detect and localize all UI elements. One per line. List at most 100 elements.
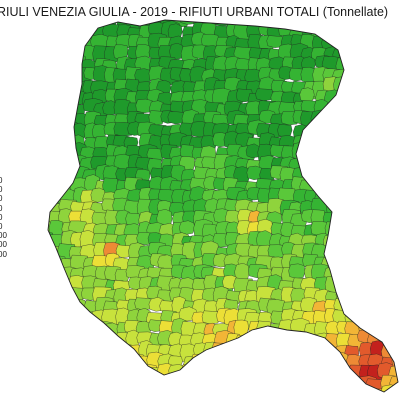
municipality-area [292, 368, 308, 386]
municipality-area [337, 113, 354, 132]
municipality-area [358, 387, 376, 392]
municipality-area [48, 331, 60, 346]
municipality-area [136, 378, 152, 392]
municipality-area [343, 112, 358, 128]
municipality-area [189, 388, 208, 392]
municipality-area [389, 210, 398, 226]
municipality-area [61, 331, 83, 346]
municipality-area [104, 356, 120, 371]
municipality-area [70, 322, 87, 341]
legend-label: 00 [0, 249, 7, 259]
municipality-area [379, 321, 396, 339]
municipality-area [48, 308, 56, 329]
municipality-area [58, 101, 74, 115]
municipality-area [314, 364, 330, 380]
municipality-area [379, 254, 398, 271]
municipality-area [48, 286, 51, 304]
municipality-area [334, 20, 350, 33]
municipality-area [213, 386, 229, 392]
municipality-area [391, 307, 398, 325]
municipality-area [370, 245, 385, 263]
municipality-area [267, 365, 284, 385]
municipality-area [289, 387, 307, 392]
municipality-area [303, 158, 320, 174]
municipality-area [367, 89, 384, 104]
municipality-area [48, 353, 65, 372]
municipality-area [347, 79, 366, 96]
municipality-area [388, 20, 398, 29]
municipality-area [48, 385, 54, 392]
municipality-area [365, 197, 383, 217]
municipality-area [379, 235, 398, 251]
municipality-area [376, 48, 396, 65]
municipality-area [94, 331, 113, 345]
municipality-area [336, 158, 356, 174]
municipality-area [347, 146, 364, 162]
municipality-area [48, 57, 65, 75]
municipality-area [269, 342, 286, 359]
municipality-area [138, 364, 158, 382]
municipality-area [48, 79, 58, 95]
municipality-area [200, 354, 215, 369]
municipality-area [346, 89, 366, 107]
municipality-area [390, 143, 398, 159]
municipality-area [215, 373, 237, 391]
municipality-area [358, 168, 378, 186]
municipality-area [57, 23, 73, 44]
municipality-area [369, 68, 385, 85]
municipality-area [289, 67, 304, 82]
municipality-area [48, 253, 55, 271]
municipality-area [50, 319, 71, 336]
municipality-area [180, 385, 201, 392]
municipality-area [390, 189, 398, 203]
map-title: RIULI VENEZIA GIULIA - 2019 - RIFIUTI UR… [0, 5, 389, 19]
municipality-area [322, 363, 340, 384]
municipality-area [366, 101, 387, 116]
municipality-area [304, 124, 320, 141]
municipality-area [346, 20, 365, 28]
municipality-area [366, 264, 385, 278]
municipality-area [169, 43, 184, 60]
municipality-area [102, 376, 117, 392]
municipality-area [62, 80, 82, 100]
municipality-area [48, 141, 65, 159]
municipality-area [359, 199, 376, 214]
municipality-area [68, 298, 87, 317]
municipality-area [314, 156, 331, 174]
municipality-area [61, 312, 81, 325]
municipality-area [291, 141, 311, 160]
municipality-area [369, 48, 385, 63]
municipality-area [72, 311, 91, 327]
municipality-area [288, 343, 306, 361]
municipality-area [389, 175, 398, 191]
municipality-area [80, 385, 99, 392]
municipality-area [376, 20, 396, 29]
municipality-area [277, 390, 295, 392]
municipality-area [346, 385, 362, 392]
municipality-area [288, 263, 306, 279]
municipality-area [358, 34, 377, 49]
municipality-area [391, 219, 398, 235]
municipality-area [321, 164, 340, 183]
municipality-area [80, 366, 98, 382]
municipality-area [380, 164, 398, 183]
municipality-area [366, 35, 385, 55]
municipality-area [380, 179, 398, 195]
municipality-area [355, 137, 374, 155]
municipality-area [367, 276, 387, 294]
municipality-area [49, 89, 68, 107]
municipality-area [92, 345, 112, 360]
municipality-area [61, 354, 77, 368]
municipality-area [48, 44, 66, 63]
municipality-area [388, 57, 398, 75]
municipality-area [390, 278, 398, 296]
municipality-area [347, 48, 366, 62]
municipality-area [369, 177, 386, 193]
municipality-area [348, 253, 369, 267]
municipality-area [346, 302, 364, 321]
municipality-area [345, 197, 362, 212]
municipality-area [48, 268, 65, 285]
municipality-area [60, 295, 78, 312]
municipality-area [281, 344, 299, 361]
municipality-area [48, 169, 66, 187]
